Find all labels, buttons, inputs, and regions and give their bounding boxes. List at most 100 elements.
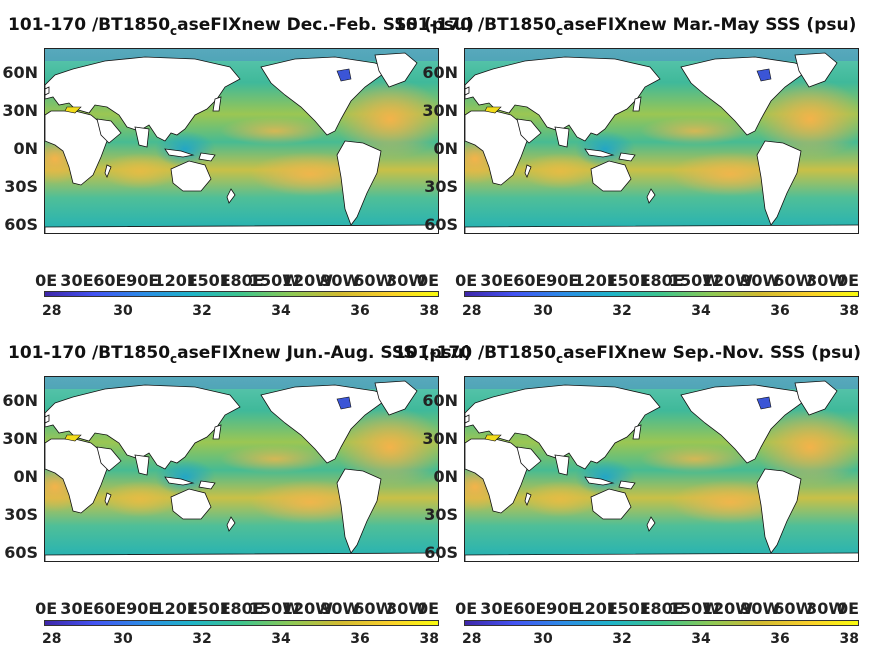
latitude-tick-label: 30S bbox=[424, 177, 458, 196]
panel-title: 101-170 /BT1850caseFIXnew Mar.-May SSS (… bbox=[394, 15, 857, 38]
longitude-tick-label: 60W bbox=[353, 599, 394, 618]
japan-islands bbox=[212, 424, 222, 440]
latitude-tick-label: 30N bbox=[422, 101, 458, 120]
hudson-bay-fresh bbox=[336, 396, 352, 410]
south-america-landmass bbox=[336, 468, 382, 554]
continents bbox=[465, 380, 858, 561]
indonesia-islands bbox=[584, 476, 615, 486]
colorbar-tick-label: 36 bbox=[770, 303, 790, 319]
australia-landmass bbox=[170, 160, 212, 192]
longitude-tick-label: 90W bbox=[320, 271, 361, 290]
latitude-tick-label: 0N bbox=[433, 139, 458, 158]
latitude-tick-label: 30N bbox=[422, 429, 458, 448]
colorbar-tick-label: 28 bbox=[42, 631, 62, 647]
hudson-bay-fresh bbox=[756, 68, 772, 82]
panel-title: 101-170 /BT1850caseFIXnew Sep.-Nov. SSS … bbox=[394, 343, 862, 366]
india-landmass bbox=[554, 454, 570, 476]
greenland-landmass bbox=[374, 380, 418, 416]
latitude-tick-label: 0N bbox=[13, 139, 38, 158]
new-zealand-islands bbox=[646, 516, 656, 532]
madagascar-island bbox=[524, 492, 532, 506]
colorbar bbox=[464, 620, 859, 626]
longitude-tick-label: 30W bbox=[806, 599, 847, 618]
uk-islands bbox=[465, 86, 470, 96]
longitude-tick-label: 90E bbox=[546, 599, 580, 618]
indonesia-islands bbox=[584, 148, 615, 158]
longitude-tick-label: 30E bbox=[480, 271, 514, 290]
north-america-landmass bbox=[680, 384, 811, 464]
colorbar-tick-label: 38 bbox=[839, 631, 859, 647]
longitude-tick-label: 120E bbox=[573, 271, 618, 290]
latitude-tick-label: 60N bbox=[2, 391, 38, 410]
north-america-landmass bbox=[260, 384, 391, 464]
colorbar-tick-label: 28 bbox=[462, 631, 482, 647]
longitude-tick-label: 60W bbox=[353, 271, 394, 290]
africa-landmass bbox=[465, 438, 528, 514]
africa-landmass bbox=[465, 110, 528, 186]
colorbar-tick-label: 28 bbox=[462, 303, 482, 319]
antarctica-landmass bbox=[465, 552, 858, 561]
north-pacific-salty-region bbox=[640, 117, 750, 145]
japan-islands bbox=[632, 424, 642, 440]
salinity-map bbox=[464, 48, 859, 234]
greenland-landmass bbox=[794, 52, 838, 88]
longitude-tick-label: 150W bbox=[668, 271, 720, 290]
salinity-map bbox=[44, 48, 439, 234]
longitude-tick-label: 150W bbox=[248, 599, 300, 618]
colorbar-tick-label: 34 bbox=[271, 631, 291, 647]
north-pacific-salty-region bbox=[220, 117, 330, 145]
latitude-tick-label: 0N bbox=[433, 467, 458, 486]
new-zealand-islands bbox=[226, 516, 236, 532]
new-guinea-island bbox=[198, 152, 216, 162]
colorbar-tick-label: 28 bbox=[42, 303, 62, 319]
colorbar-tick-label: 34 bbox=[691, 631, 711, 647]
longitude-tick-label: 0E bbox=[836, 271, 859, 290]
caspian-high-salinity bbox=[484, 434, 502, 442]
india-landmass bbox=[554, 126, 570, 148]
continents bbox=[45, 52, 438, 233]
longitude-tick-label: 150W bbox=[668, 599, 720, 618]
longitude-tick-label: 30E bbox=[60, 599, 94, 618]
latitude-tick-label: 60S bbox=[424, 543, 458, 562]
colorbar bbox=[44, 620, 439, 626]
antarctica-landmass bbox=[45, 224, 438, 233]
latitude-tick-label: 60S bbox=[4, 215, 38, 234]
arabia-landmass bbox=[96, 446, 122, 472]
longitude-tick-label: 30W bbox=[386, 271, 427, 290]
japan-islands bbox=[212, 96, 222, 112]
colorbar-tick-label: 36 bbox=[350, 631, 370, 647]
panel-title: 101-170 /BT1850caseFIXnew Jun.-Aug. SSS … bbox=[8, 343, 472, 366]
longitude-tick-label: 120E bbox=[153, 271, 198, 290]
panel-title: 101-170 /BT1850caseFIXnew Dec.-Feb. SSS … bbox=[8, 15, 474, 38]
colorbar-tick-label: 38 bbox=[419, 303, 439, 319]
india-landmass bbox=[134, 126, 150, 148]
india-landmass bbox=[134, 454, 150, 476]
longitude-tick-label: 90E bbox=[546, 271, 580, 290]
colorbar-tick-label: 36 bbox=[350, 303, 370, 319]
north-pacific-salty-region bbox=[640, 445, 750, 473]
continents bbox=[465, 52, 858, 233]
colorbar-tick-label: 32 bbox=[192, 303, 212, 319]
latitude-tick-label: 30N bbox=[2, 429, 38, 448]
new-guinea-island bbox=[618, 152, 636, 162]
longitude-tick-label: 0E bbox=[416, 271, 439, 290]
australia-landmass bbox=[590, 488, 632, 520]
colorbar-tick-label: 38 bbox=[419, 631, 439, 647]
longitude-tick-label: 150W bbox=[248, 271, 300, 290]
madagascar-island bbox=[524, 164, 532, 178]
greenland-landmass bbox=[374, 52, 418, 88]
salinity-map bbox=[464, 376, 859, 562]
north-atlantic-salty-region bbox=[755, 407, 858, 487]
indian-ocean-salty-region bbox=[100, 153, 180, 189]
madagascar-island bbox=[104, 492, 112, 506]
indian-ocean-salty-region bbox=[100, 481, 180, 517]
arabia-landmass bbox=[96, 118, 122, 144]
longitude-tick-label: 30W bbox=[386, 599, 427, 618]
longitude-tick-label: 90W bbox=[740, 599, 781, 618]
north-atlantic-salty-region bbox=[755, 79, 858, 159]
antarctica-landmass bbox=[45, 552, 438, 561]
colorbar-tick-label: 30 bbox=[113, 303, 133, 319]
new-guinea-island bbox=[198, 480, 216, 490]
south-america-landmass bbox=[336, 140, 382, 226]
longitude-tick-label: 120W bbox=[281, 599, 333, 618]
